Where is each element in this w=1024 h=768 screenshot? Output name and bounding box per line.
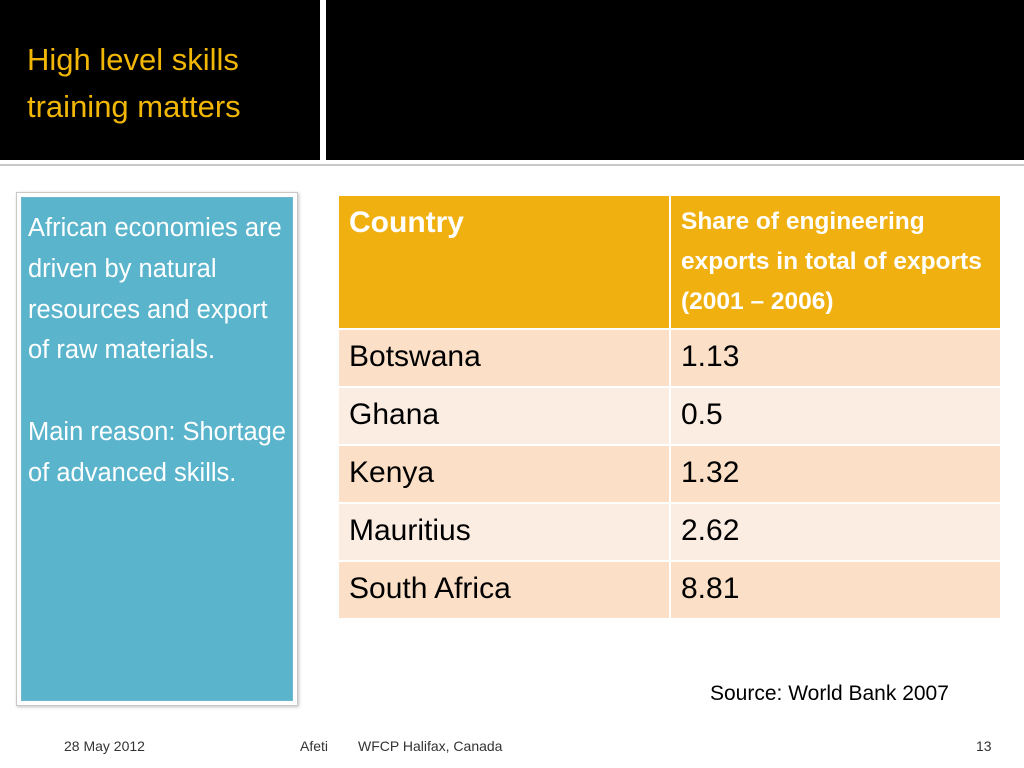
cell-share: 2.62 <box>669 502 1002 562</box>
cell-share: 1.13 <box>669 328 1002 388</box>
table-row: Mauritius 2.62 <box>337 502 1002 562</box>
cell-country: Ghana <box>337 386 671 446</box>
title-divider <box>0 164 1024 166</box>
callout-paragraph-1: African economies are driven by natural … <box>28 214 282 365</box>
table-row: Ghana 0.5 <box>337 386 1002 446</box>
cell-share: 8.81 <box>669 560 1002 620</box>
cell-country: Mauritius <box>337 502 671 562</box>
header-country: Country <box>337 194 671 330</box>
slide-title-line-1: High level skills <box>27 42 239 77</box>
cell-country: Botswana <box>337 328 671 388</box>
cell-country: Kenya <box>337 444 671 504</box>
source-note: Source: World Bank 2007 <box>710 682 949 705</box>
callout-box: African economies are driven by natural … <box>16 192 298 706</box>
callout-panel: African economies are driven by natural … <box>21 197 293 701</box>
slide-title: High level skills training matters <box>27 36 317 130</box>
footer-page-number: 13 <box>976 738 992 754</box>
cell-share: 0.5 <box>669 386 1002 446</box>
table-row: Botswana 1.13 <box>337 328 1002 388</box>
title-bar: High level skills training matters <box>0 0 320 160</box>
footer-date: 28 May 2012 <box>64 738 145 754</box>
table-row: Kenya 1.32 <box>337 444 1002 504</box>
callout-paragraph-2: Main reason: Shortage of advanced skills… <box>28 417 286 487</box>
title-bar-right-panel <box>326 0 1024 160</box>
cell-country: South Africa <box>337 560 671 620</box>
footer-event: WFCP Halifax, Canada <box>358 738 503 754</box>
callout-text: African economies are driven by natural … <box>28 208 290 494</box>
table-header-row: Country Share of engineering exports in … <box>337 194 1002 330</box>
table-row: South Africa 8.81 <box>337 560 1002 620</box>
cell-share: 1.32 <box>669 444 1002 504</box>
slide-title-line-2: training matters <box>27 89 241 124</box>
engineering-exports-table: Country Share of engineering exports in … <box>337 194 1002 620</box>
header-share: Share of engineering exports in total of… <box>669 194 1002 330</box>
footer-author: Afeti <box>300 738 329 754</box>
